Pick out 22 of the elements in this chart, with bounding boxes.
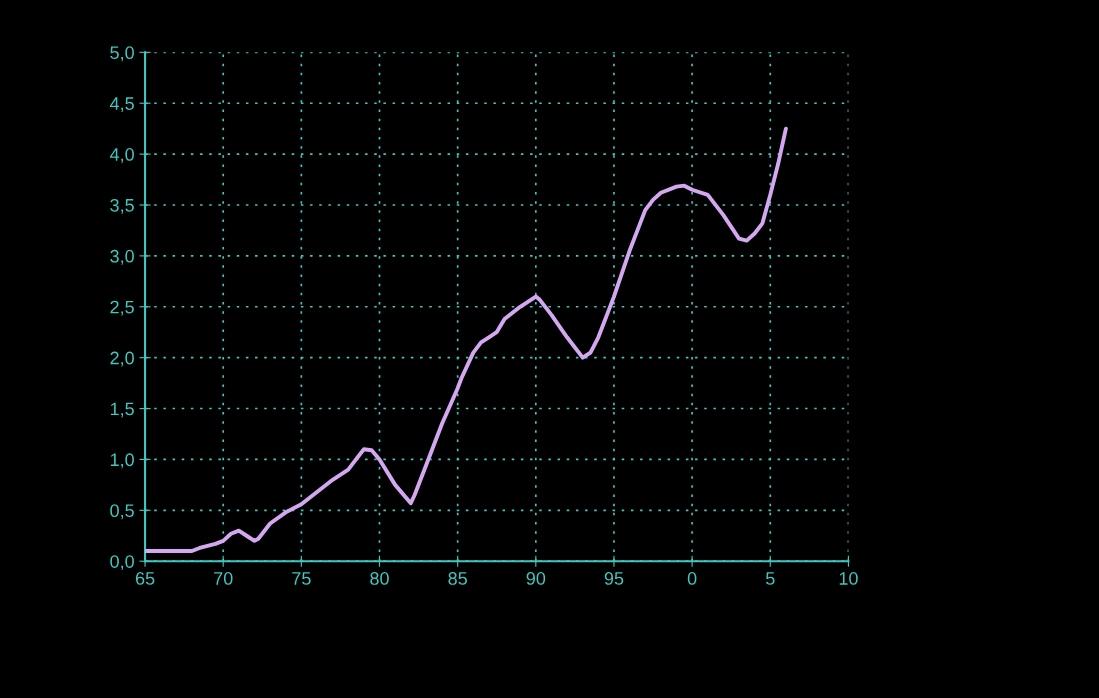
y-tick-label: 1,5 (110, 402, 134, 418)
y-tick-label: 0,0 (110, 555, 134, 571)
y-tick-label: 4,5 (109, 97, 134, 113)
x-tick-label: 0 (687, 572, 697, 585)
y-tick-label: 0,5 (110, 504, 134, 520)
y-tick-label: 1,0 (110, 453, 134, 469)
y-tick-label: 4,0 (109, 148, 134, 163)
x-tick-label: 85 (448, 572, 467, 585)
y-tick-label: 3,0 (110, 249, 134, 265)
x-tick-label: 90 (526, 572, 546, 585)
y-tick-label: 3,5 (110, 198, 134, 214)
y-tick-label: 5,0 (110, 46, 134, 62)
x-tick-label: 95 (604, 572, 624, 585)
line-series (145, 126, 788, 553)
x-tick-label: 65 (135, 572, 155, 585)
y-tick-label: 2,5 (110, 300, 134, 316)
y-tick-label: 2,0 (110, 351, 134, 367)
x-tick-label: 5 (765, 572, 775, 585)
x-tick-label: 10 (839, 572, 858, 585)
x-tick-label: 80 (370, 572, 389, 585)
x-tick-label: 70 (214, 572, 233, 585)
x-tick-label: 75 (292, 572, 311, 585)
